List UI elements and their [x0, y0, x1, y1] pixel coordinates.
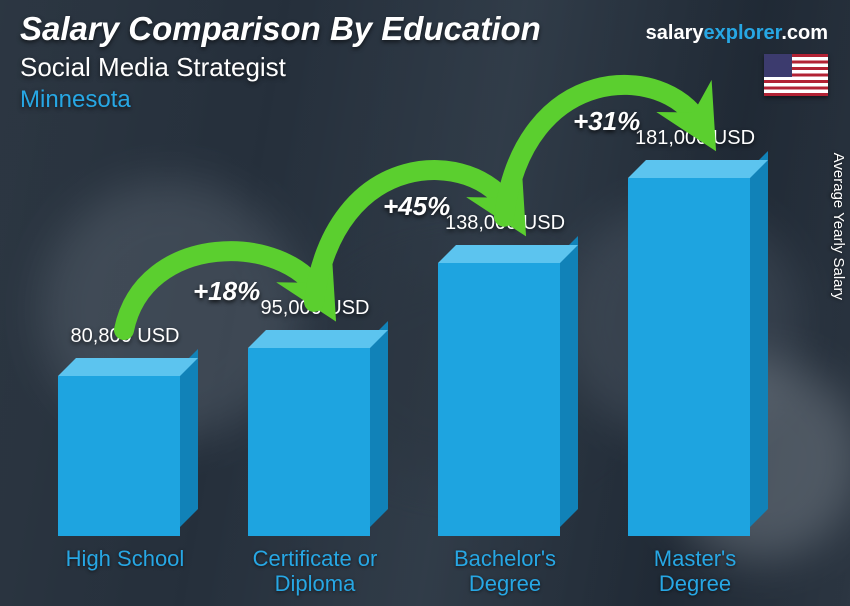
increase-arcs [30, 80, 790, 536]
increase-pct-1: +45% [383, 191, 450, 222]
page-subtitle: Social Media Strategist [20, 52, 286, 83]
bar-label-3: Master'sDegree [595, 546, 795, 597]
bar-chart: 80,800 USDHigh School95,000 USDCertifica… [30, 140, 790, 536]
brand-logo: salaryexplorer.com [646, 22, 828, 45]
brand-part2: explorer [703, 22, 781, 44]
increase-pct-0: +18% [193, 276, 260, 307]
infographic-stage: Salary Comparison By Education Social Me… [0, 0, 850, 606]
increase-pct-2: +31% [573, 106, 640, 137]
brand-part3: .com [781, 22, 828, 44]
page-title: Salary Comparison By Education [20, 10, 541, 48]
y-axis-label: Average Yearly Salary [830, 153, 847, 300]
bar-label-2: Bachelor'sDegree [405, 546, 605, 597]
brand-part1: salary [646, 22, 704, 44]
bar-label-1: Certificate orDiploma [215, 546, 415, 597]
bar-label-0: High School [25, 546, 225, 571]
